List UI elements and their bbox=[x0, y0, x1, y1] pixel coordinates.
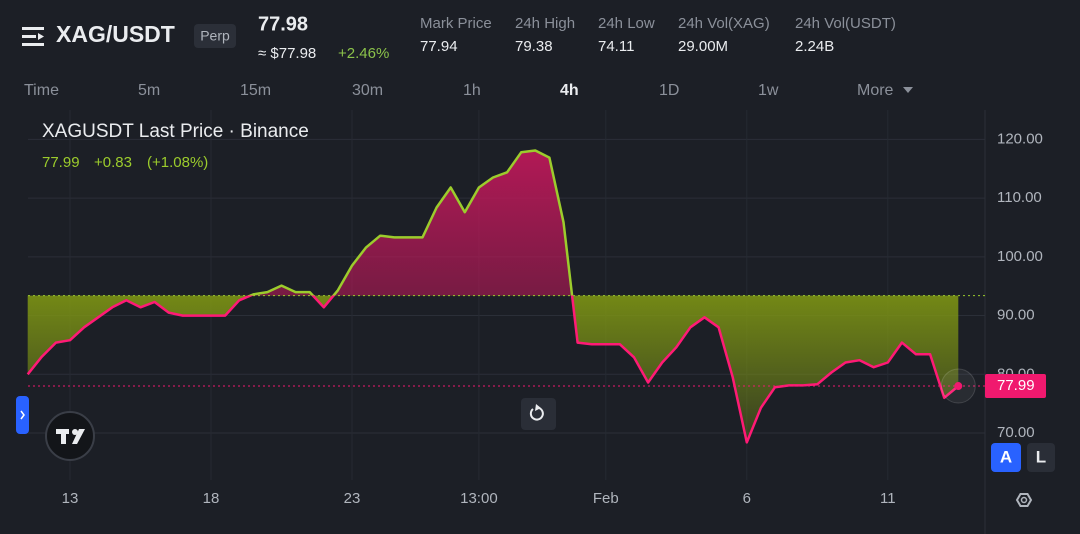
stat-label: 24h High bbox=[515, 15, 575, 32]
last-price-label: 77.99 bbox=[997, 377, 1035, 394]
timeframe[interactable]: 15m bbox=[240, 82, 271, 99]
area-fill bbox=[27, 150, 959, 443]
price-change: +2.46% bbox=[338, 45, 389, 62]
badge-bg bbox=[194, 24, 236, 48]
y-tick-label: 120.00 bbox=[997, 130, 1043, 147]
settings-icon-center bbox=[1020, 496, 1028, 504]
stat-value: 29.00M bbox=[678, 38, 728, 55]
timeframe[interactable]: 1w bbox=[758, 82, 779, 99]
x-tick-label: 13 bbox=[62, 490, 79, 507]
reset-button[interactable] bbox=[521, 398, 556, 430]
stat-value: 79.38 bbox=[515, 38, 553, 55]
stat-label: 24h Vol(USDT) bbox=[795, 15, 896, 32]
timeframe[interactable]: Time bbox=[24, 82, 59, 99]
legend-last: 77.99 bbox=[42, 154, 80, 171]
timeframe[interactable]: More bbox=[857, 82, 894, 99]
timeframes: Time 5m 15m 30m 1h 4h 1D 1w More bbox=[24, 82, 894, 99]
legend-change: +0.83 bbox=[94, 154, 132, 171]
x-tick-label: 11 bbox=[880, 490, 896, 507]
stat-label: 24h Vol(XAG) bbox=[678, 15, 770, 32]
log-label: L bbox=[1036, 447, 1046, 466]
x-tick-label: 18 bbox=[203, 490, 220, 507]
side-toggle-arrow bbox=[20, 410, 25, 420]
x-tick-label: 23 bbox=[344, 490, 361, 507]
settings-icon[interactable] bbox=[1015, 493, 1033, 507]
stat-label: 24h Low bbox=[598, 15, 655, 32]
stat-value: 74.11 bbox=[598, 38, 634, 55]
price-line bbox=[26, 149, 960, 444]
menu-icon[interactable] bbox=[22, 27, 44, 46]
tv-logo-mark bbox=[56, 429, 85, 444]
last-point bbox=[954, 382, 963, 391]
usd-price: ≈ $77.98 bbox=[258, 45, 316, 62]
auto-button[interactable] bbox=[991, 443, 1021, 472]
symbol[interactable]: XAG/USDT bbox=[56, 21, 175, 47]
reset-icon bbox=[529, 407, 544, 421]
timeframe[interactable]: 1D bbox=[659, 82, 679, 99]
y-tick-label: 70.00 bbox=[997, 424, 1035, 441]
price: 77.98 bbox=[258, 13, 308, 35]
stat-value: 77.94 bbox=[420, 38, 458, 55]
x-tick-label: 13:00 bbox=[460, 490, 498, 507]
log-button[interactable] bbox=[1027, 443, 1055, 472]
reset-icon-head bbox=[535, 404, 541, 411]
tv-logo[interactable] bbox=[45, 411, 95, 461]
side-toggle[interactable] bbox=[16, 396, 29, 434]
stats: Mark Price 77.94 24h High 79.38 24h Low 74.11… bbox=[420, 15, 896, 55]
y-tick-label: 90.00 bbox=[997, 307, 1035, 324]
y-tick-label: 100.00 bbox=[997, 248, 1043, 265]
x-tick-label: Feb bbox=[593, 490, 619, 507]
stat-label: Mark Price bbox=[420, 15, 492, 32]
last-price-tag bbox=[985, 374, 1046, 399]
stat-value: 2.24B bbox=[795, 38, 834, 55]
badge: Perp bbox=[200, 28, 230, 44]
x-tick-label: 6 bbox=[743, 490, 751, 507]
timeframe[interactable]: 1h bbox=[463, 82, 481, 99]
timeframe[interactable]: 4h bbox=[560, 82, 579, 99]
y-tick-label: 110.00 bbox=[997, 189, 1042, 206]
legend-change-pct: (+1.08%) bbox=[147, 154, 208, 171]
timeframe[interactable]: 5m bbox=[138, 82, 160, 99]
auto-label: A bbox=[1000, 447, 1012, 466]
timeframe[interactable]: 30m bbox=[352, 82, 383, 99]
more-caret bbox=[903, 87, 913, 93]
chart-title: XAGUSDT Last Price · Binance bbox=[42, 121, 309, 142]
